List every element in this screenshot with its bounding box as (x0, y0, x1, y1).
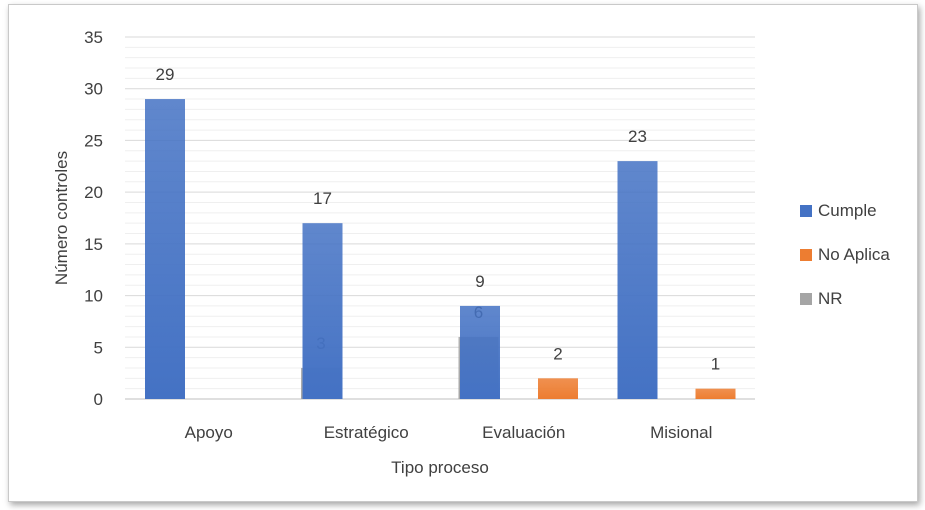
legend-swatch (800, 249, 812, 261)
x-tick-label: Apoyo (185, 423, 233, 442)
bar-cumple (617, 161, 658, 399)
legend-item: Cumple (800, 200, 890, 222)
y-axis-title: Número controles (52, 151, 71, 285)
y-tick-label: 5 (94, 338, 103, 357)
y-tick-label: 20 (84, 183, 103, 202)
data-label: 1 (711, 355, 720, 374)
legend-label: NR (818, 289, 843, 308)
legend-swatch (800, 293, 812, 305)
legend-label: Cumple (818, 201, 877, 220)
x-tick-label: Estratégico (324, 423, 409, 442)
x-axis-title: Tipo proceso (391, 458, 489, 477)
y-tick-label: 30 (84, 80, 103, 99)
legend-swatch (800, 205, 812, 217)
y-tick-label: 0 (94, 390, 103, 409)
y-tick-label: 35 (84, 28, 103, 47)
x-tick-label: Misional (650, 423, 712, 442)
data-label: 29 (156, 65, 175, 84)
bar-cumple (460, 305, 500, 399)
y-tick-label: 15 (84, 235, 103, 254)
data-label: 2 (553, 344, 562, 363)
data-label: 9 (475, 272, 484, 291)
y-tick-label: 10 (84, 287, 103, 306)
x-tick-label: Evaluación (482, 423, 565, 442)
data-label: 17 (313, 189, 332, 208)
y-tick-label: 25 (84, 131, 103, 150)
legend-item: No Aplica (800, 244, 890, 266)
bar-no-aplica (538, 378, 578, 399)
legend: Cumple No Aplica NR (800, 200, 890, 332)
legend-item: NR (800, 288, 890, 310)
bar-no-aplica (695, 388, 736, 399)
bar-cumple (302, 223, 343, 399)
bar-cumple (145, 99, 185, 400)
legend-label: No Aplica (818, 245, 890, 264)
data-label: 23 (628, 127, 647, 146)
